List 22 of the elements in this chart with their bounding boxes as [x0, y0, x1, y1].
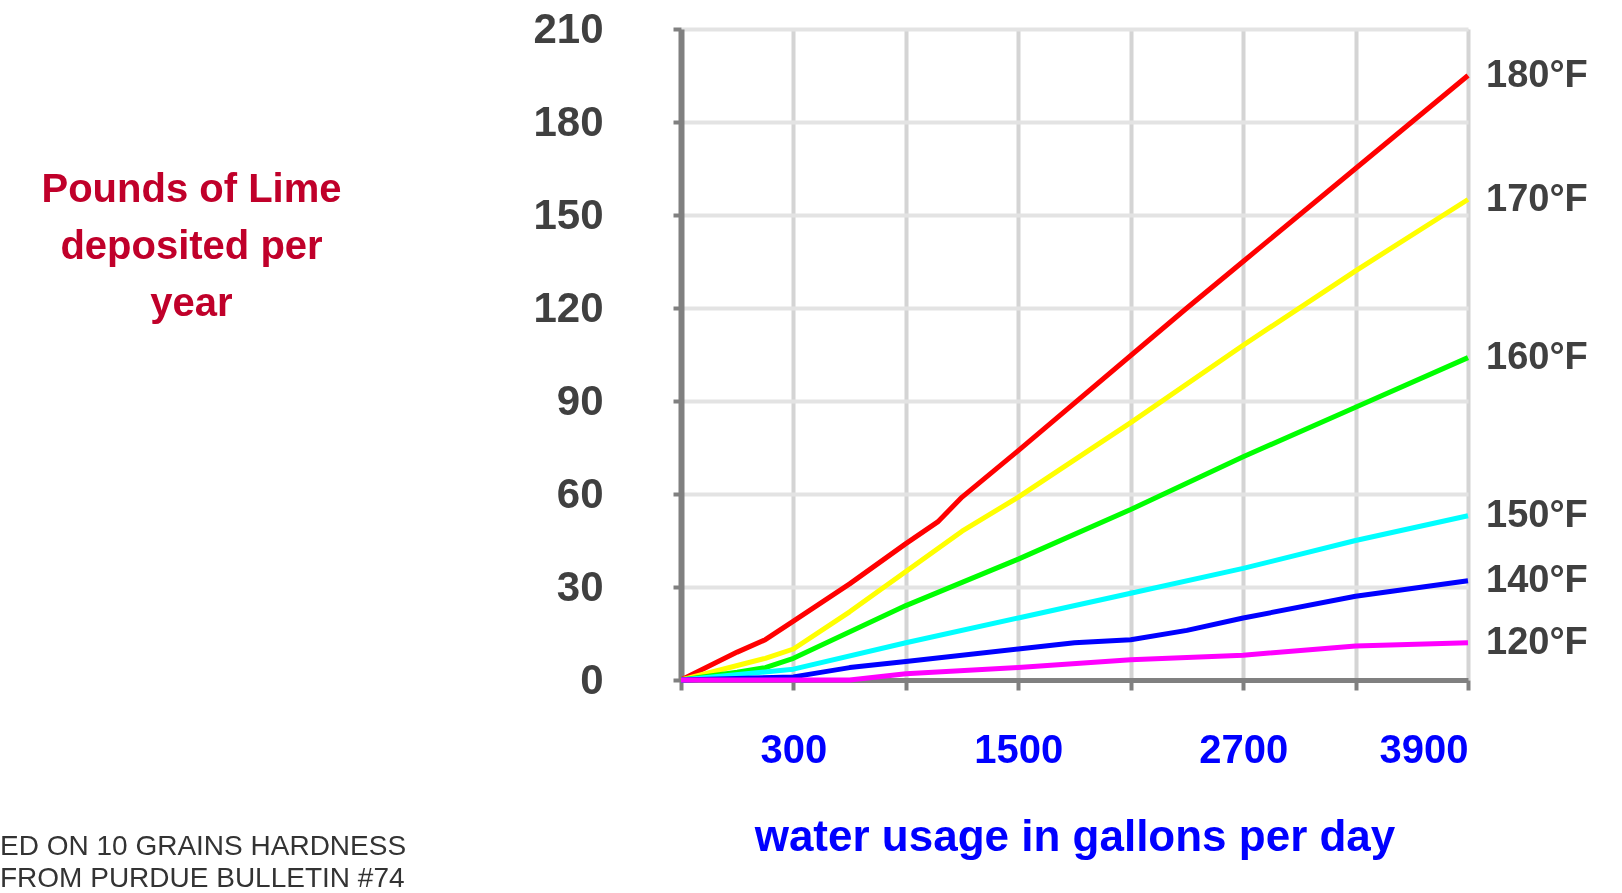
- series-label: 150°F: [1486, 492, 1588, 535]
- series-label: 160°F: [1486, 334, 1588, 377]
- series-label: 180°F: [1486, 52, 1588, 95]
- y-tick-label: 120: [533, 283, 604, 331]
- x-tick-label: 2700: [1199, 726, 1289, 771]
- x-tick-label: 1500: [974, 726, 1064, 771]
- series-label: 170°F: [1486, 176, 1588, 219]
- x-tick-label: 300: [760, 726, 828, 771]
- y-tick-label: 180: [533, 97, 604, 145]
- y-tick-label: 0: [580, 655, 604, 703]
- y-tick-label: 60: [556, 469, 604, 517]
- text: FROM PURDUE BULLETIN #74: [0, 862, 405, 893]
- y-tick-label: 90: [556, 376, 604, 424]
- text: ED ON 10 GRAINS HARDNESS: [0, 830, 407, 861]
- x-tick-label: 3900: [1379, 726, 1469, 771]
- y-tick-label: 210: [533, 4, 604, 52]
- series-label: 140°F: [1486, 557, 1588, 600]
- x-axis-title: water usage in gallons per day: [753, 810, 1396, 860]
- series-label: 120°F: [1486, 619, 1588, 662]
- y-tick-label: 30: [556, 562, 604, 610]
- y-axis-title: Pounds of Lime deposited per year: [41, 165, 342, 324]
- y-tick-label: 150: [533, 190, 604, 238]
